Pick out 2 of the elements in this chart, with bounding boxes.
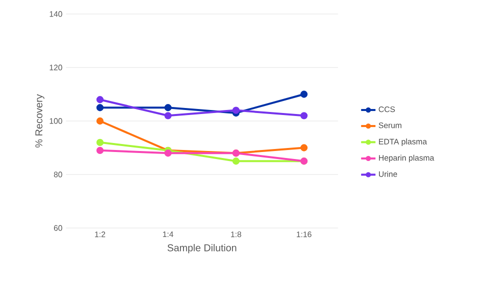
x-axis-title: Sample Dilution	[168, 244, 236, 254]
y-axis-title: % Recovery	[35, 94, 44, 148]
